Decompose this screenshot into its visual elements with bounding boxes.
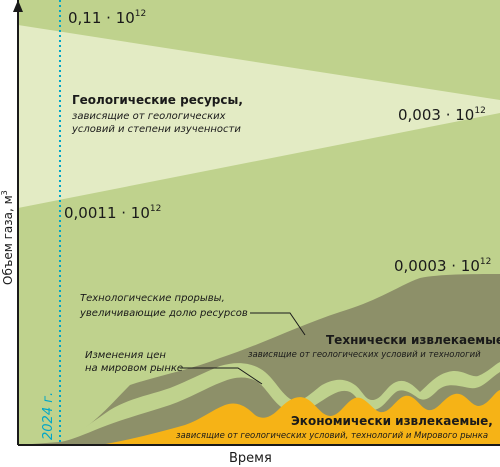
tech-breakthrough-line1: Технологические прорывы,	[80, 293, 225, 304]
value-right-mid: 0,003 · 1012	[398, 106, 486, 124]
technical-title: Технически извлекаемые,	[326, 333, 500, 347]
economic-subtitle: зависящие от геологических условий, техн…	[176, 431, 488, 441]
economic-recoverable-area	[100, 390, 500, 445]
technical-subtitle: зависящие от геологических условий и тех…	[248, 350, 481, 360]
value-lower-left: 0,0011 · 1012	[64, 204, 161, 222]
tech-breakthrough-line2: увеличивающие долю ресурсов	[79, 308, 248, 319]
price-change-line1: Изменения цен	[85, 350, 166, 361]
y-axis-arrow-icon	[13, 0, 23, 12]
geological-line2: условий и степени изученности	[71, 124, 241, 135]
value-top-left: 0,11 · 1012	[68, 9, 146, 27]
x-axis-label: Время	[229, 451, 272, 466]
price-change-line2: на мировом рынке	[85, 363, 183, 374]
geological-title: Геологические ресурсы,	[72, 93, 243, 107]
year-marker-label: 2024 г.	[41, 392, 56, 440]
y-axis-label: Объем газа, м3	[0, 190, 15, 285]
geological-line1: зависящие от геологических	[72, 111, 226, 122]
economic-title: Экономически извлекаемые,	[291, 414, 493, 428]
price-change-pointer	[180, 367, 263, 385]
geological-resources-wedge	[18, 25, 500, 208]
value-right-low: 0,0003 · 1012	[394, 257, 491, 275]
price-fluctuation-band	[60, 362, 500, 442]
tech-breakthrough-pointer	[250, 312, 306, 336]
